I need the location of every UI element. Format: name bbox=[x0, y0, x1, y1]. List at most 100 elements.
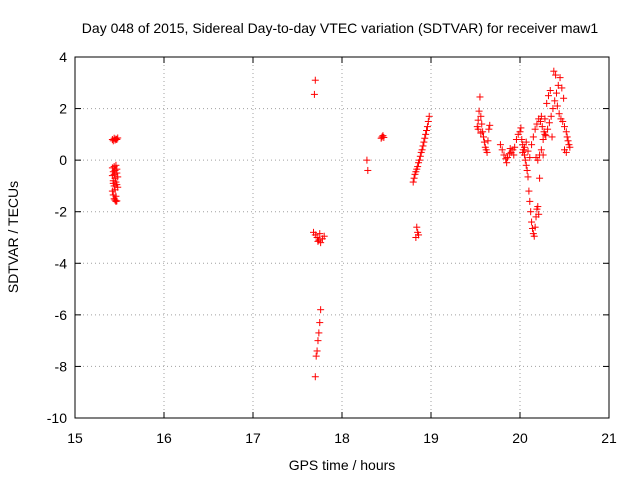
data-point-marker bbox=[566, 143, 574, 151]
data-point-marker bbox=[504, 154, 512, 162]
x-tick-label: 16 bbox=[156, 430, 172, 446]
data-point-marker bbox=[422, 130, 430, 138]
data-point-marker bbox=[505, 150, 513, 158]
data-point-marker bbox=[558, 84, 566, 92]
data-point-marker bbox=[477, 112, 485, 120]
data-point-marker bbox=[474, 125, 482, 133]
data-point-marker bbox=[526, 154, 534, 162]
data-point-marker bbox=[536, 174, 544, 182]
data-point-marker bbox=[555, 110, 563, 118]
data-point-marker bbox=[110, 163, 118, 171]
data-point-marker bbox=[113, 197, 121, 205]
data-point-marker bbox=[553, 102, 561, 110]
data-point-marker bbox=[522, 161, 530, 169]
data-point-marker bbox=[315, 329, 323, 337]
data-point-marker bbox=[528, 218, 536, 226]
data-point-marker bbox=[112, 192, 120, 200]
data-point-marker bbox=[485, 125, 493, 133]
data-point-marker bbox=[415, 156, 423, 164]
y-tick-label: -6 bbox=[55, 307, 68, 323]
data-point-marker bbox=[502, 155, 510, 163]
data-point-marker bbox=[113, 169, 121, 177]
data-point-marker bbox=[517, 124, 525, 132]
data-point-marker bbox=[480, 133, 488, 141]
data-point-marker bbox=[545, 119, 553, 127]
data-point-marker bbox=[561, 123, 568, 131]
data-point-marker bbox=[527, 208, 535, 216]
data-point-marker bbox=[554, 81, 562, 89]
data-point-marker bbox=[423, 123, 431, 131]
data-point-marker bbox=[423, 126, 431, 134]
data-point-marker bbox=[474, 116, 482, 124]
data-point-marker bbox=[541, 115, 549, 123]
y-axis-label: SDTVAR / TECUs bbox=[5, 181, 21, 293]
data-point-marker bbox=[364, 166, 372, 174]
data-point-marker bbox=[552, 71, 560, 79]
y-tick-label: -2 bbox=[55, 204, 68, 220]
data-point-marker bbox=[528, 141, 536, 149]
data-point-marker bbox=[516, 128, 524, 136]
data-point-marker bbox=[518, 136, 526, 144]
x-tick-label: 15 bbox=[67, 430, 83, 446]
data-point-marker bbox=[542, 132, 550, 140]
data-point-marker bbox=[529, 133, 537, 141]
data-point-marker bbox=[537, 146, 545, 154]
data-point-marker bbox=[114, 173, 122, 181]
data-point-marker bbox=[316, 319, 324, 327]
data-point-marker bbox=[522, 138, 530, 146]
grid-lines bbox=[75, 57, 609, 418]
y-tick-label: -10 bbox=[47, 410, 67, 426]
data-point-marker bbox=[510, 151, 518, 159]
data-point-marker bbox=[112, 161, 120, 169]
data-point-marker bbox=[535, 210, 543, 218]
data-point-marker bbox=[311, 76, 319, 84]
data-point-marker bbox=[521, 156, 529, 164]
y-tick-label: -8 bbox=[55, 358, 68, 374]
y-tick-label: 2 bbox=[59, 101, 67, 117]
data-point-marker bbox=[108, 172, 116, 180]
data-point-marker bbox=[421, 134, 429, 142]
data-point-marker bbox=[500, 151, 508, 159]
data-point-marker bbox=[549, 105, 557, 113]
data-point-marker bbox=[483, 148, 491, 156]
data-point-marker bbox=[113, 136, 121, 144]
data-point-marker bbox=[559, 117, 567, 125]
data-point-marker bbox=[496, 141, 504, 149]
data-point-marker bbox=[109, 179, 117, 187]
data-point-marker bbox=[548, 133, 556, 141]
data-point-marker bbox=[310, 90, 318, 98]
data-point-marker bbox=[533, 120, 541, 128]
data-point-marker bbox=[536, 117, 544, 125]
data-point-marker bbox=[314, 237, 322, 245]
data-point-marker bbox=[562, 128, 570, 136]
data-point-marker bbox=[425, 112, 433, 120]
data-point-marker bbox=[503, 159, 511, 167]
data-point-marker bbox=[419, 142, 427, 150]
data-point-marker bbox=[317, 306, 325, 314]
x-tick-label: 20 bbox=[512, 430, 528, 446]
data-point-marker bbox=[547, 112, 555, 120]
data-point-marker bbox=[475, 107, 483, 115]
data-point-marker bbox=[418, 146, 426, 154]
data-point-marker bbox=[537, 112, 545, 120]
data-point-marker bbox=[409, 178, 417, 186]
chart-title: Day 048 of 2015, Sidereal Day-to-day VTE… bbox=[82, 20, 599, 36]
data-point-marker bbox=[479, 128, 487, 136]
data-point-marker bbox=[415, 231, 423, 239]
data-point-marker bbox=[560, 94, 568, 102]
y-tick-label: -4 bbox=[55, 255, 68, 271]
data-point-marker bbox=[546, 87, 554, 95]
y-tick-label: 4 bbox=[59, 49, 67, 65]
data-point-marker bbox=[413, 223, 421, 231]
data-point-marker bbox=[480, 138, 488, 146]
data-point-marker bbox=[543, 99, 551, 107]
data-point-marker bbox=[562, 148, 570, 156]
data-point-marker bbox=[380, 133, 388, 141]
data-point-marker bbox=[524, 173, 532, 181]
data-point-marker bbox=[410, 174, 418, 182]
axis-ticks: 15 16 17 18 19 20 21 -10 -8 -6 -4 -2 0 2 4 bbox=[47, 49, 617, 446]
data-point-marker bbox=[544, 92, 552, 100]
x-axis-label: GPS time / hours bbox=[289, 457, 396, 473]
data-point-marker bbox=[476, 93, 484, 101]
